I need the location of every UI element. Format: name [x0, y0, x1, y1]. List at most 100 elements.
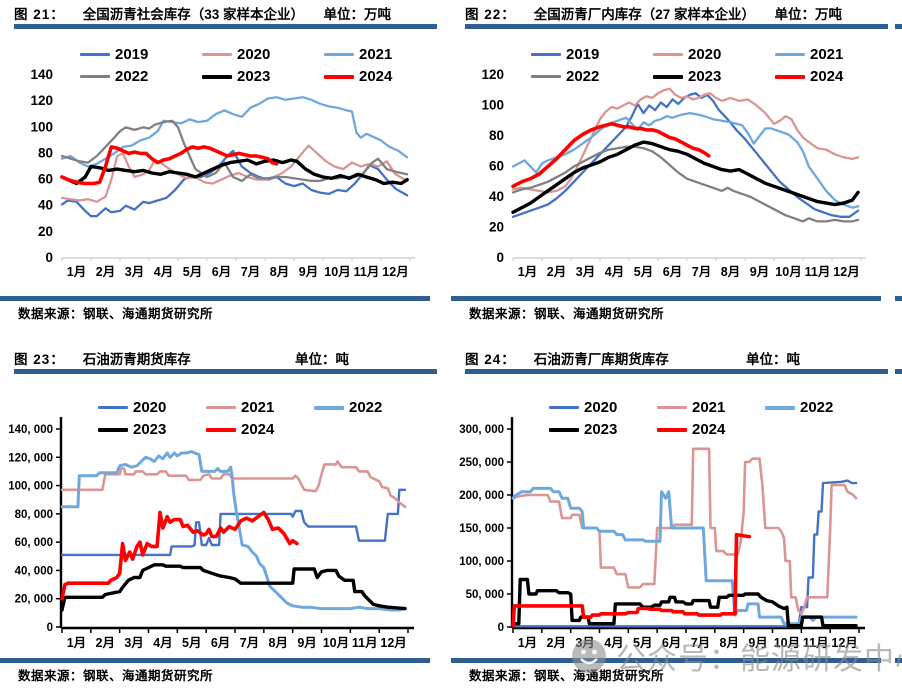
x-tick-label: 1月	[518, 636, 537, 650]
legend-label: 2019	[566, 46, 600, 63]
legend-item-2021: 2021	[657, 397, 765, 418]
unit-label: 单位：万吨	[323, 7, 392, 22]
legend-swatch	[314, 405, 344, 410]
legend-swatch	[324, 53, 354, 56]
x-tick-label: 12月	[380, 636, 406, 650]
y-tick-label: 40	[489, 189, 504, 204]
figure-label: 图 22：	[465, 7, 516, 22]
x-tick-label: 8月	[269, 636, 288, 650]
legend-item-2022: 2022	[765, 397, 873, 418]
unit-label: 单位：万吨	[774, 7, 843, 22]
title-underline-bar	[14, 24, 437, 29]
y-tick-label: 80, 000	[15, 509, 53, 521]
y-tick-label: 60, 000	[15, 537, 53, 549]
legend-swatch	[202, 53, 232, 56]
y-tick-label: 150, 000	[459, 523, 504, 535]
x-tick-label: 2月	[547, 265, 566, 279]
legend-swatch	[657, 427, 687, 432]
x-tick-label: 10月	[774, 636, 800, 650]
x-tick-label: 12月	[833, 265, 859, 279]
legend-swatch	[80, 53, 110, 56]
legend-item-2022: 2022	[314, 397, 422, 418]
series-line-2021	[60, 460, 407, 509]
legend-item-2019: 2019	[531, 44, 653, 65]
series-line-2024	[511, 122, 711, 189]
x-tick-label: 5月	[633, 636, 652, 650]
edge-bar-stub	[895, 24, 902, 29]
legend-swatch	[531, 53, 561, 56]
x-tick-label: 2月	[547, 636, 566, 650]
y-tick-label: 100, 000	[8, 481, 53, 493]
x-tick-label: 4月	[605, 265, 624, 279]
title-underline-bar	[465, 24, 888, 29]
legend-swatch	[98, 406, 128, 409]
legend-item-2020: 2020	[549, 397, 657, 418]
series-line-2020	[511, 87, 860, 194]
legend-swatch	[775, 53, 805, 56]
figure-21-block: 图 21： 全国沥青社会库存（33 家样本企业） 单位：万吨 0 20 40 60 80 1…	[0, 0, 451, 345]
y-tick-label: 20	[489, 220, 504, 235]
y-tick-label: 200, 000	[459, 490, 504, 502]
legend-label: 2023	[133, 421, 167, 438]
x-tick-label: 12月	[382, 265, 408, 279]
figure-label: 图 24：	[465, 352, 516, 367]
legend-label: 2024	[810, 68, 844, 85]
footer-bar	[451, 296, 881, 301]
legend-swatch	[98, 427, 128, 432]
legend-item-2022: 2022	[531, 66, 653, 87]
x-tick-label: 5月	[182, 636, 201, 650]
legend-swatch	[549, 427, 579, 432]
legend-item-2021: 2021	[206, 397, 314, 418]
legend-swatch	[549, 406, 579, 409]
x-tick-label: 5月	[634, 265, 653, 279]
data-source-note: 数据来源：钢联、海通期货研究所	[469, 307, 665, 321]
x-tick-label: 10月	[775, 265, 801, 279]
legend-swatch	[653, 53, 683, 56]
legend-item-2024: 2024	[206, 419, 314, 440]
x-tick-label: 6月	[212, 265, 231, 279]
figure-label: 图 21：	[14, 7, 65, 22]
legend-item-2024: 2024	[657, 419, 765, 440]
x-tick-label: 9月	[750, 265, 769, 279]
series-line-2022	[511, 145, 860, 223]
x-tick-label: 6月	[211, 636, 230, 650]
figure-24-block: 图 24： 石油沥青厂库期货库存 单位：吨 0 50, 000 100, 000 150…	[451, 345, 902, 690]
x-tick-label: 12月	[831, 636, 857, 650]
line-chart-factory-futures-inventory: 0 50, 000 100, 000 150, 000 200, 000 250, 000…	[459, 417, 865, 650]
y-tick-label: 20, 000	[15, 594, 53, 606]
x-tick-label: 10月	[324, 265, 350, 279]
x-tick-label: 6月	[662, 636, 681, 650]
x-tick-label: 1月	[518, 265, 537, 279]
legend-swatch	[653, 74, 683, 79]
legend-swatch	[80, 75, 110, 78]
chart-title: 全国沥青厂内库存（27 家样本企业）	[533, 7, 756, 22]
y-tick-label: 40	[38, 198, 53, 213]
figure-label: 图 23：	[14, 352, 65, 367]
y-tick-label: 80	[489, 128, 504, 143]
legend-label: 2023	[237, 68, 271, 85]
footer-bar	[0, 296, 430, 301]
x-tick-label: 7月	[691, 636, 710, 650]
data-source-note: 数据来源：钢联、海通期货研究所	[18, 669, 214, 683]
legend-label: 2019	[115, 46, 149, 63]
legend-label: 2021	[241, 399, 275, 416]
x-tick-label: 11月	[803, 636, 829, 650]
chart-legend: 2019 2020 2021 2022 2023 2024	[531, 44, 897, 87]
chart-title: 石油沥青期货库存	[82, 352, 191, 367]
legend-item-2020: 2020	[202, 44, 324, 65]
y-tick-label: 50, 000	[466, 589, 504, 601]
y-tick-label: 100, 000	[459, 556, 504, 568]
x-tick-label: 2月	[96, 636, 115, 650]
x-tick-label: 9月	[748, 636, 767, 650]
x-tick-label: 3月	[576, 265, 595, 279]
series-line-2024	[511, 532, 752, 628]
series-line-2023	[511, 140, 860, 215]
legend-item-2024: 2024	[775, 66, 897, 87]
legend-label: 2023	[584, 421, 618, 438]
unit-label: 单位：吨	[295, 352, 349, 367]
chart-title: 全国沥青社会库存（33 家样本企业）	[82, 7, 305, 22]
y-tick-label: 120, 000	[8, 452, 53, 464]
y-tick-label: 100	[30, 119, 53, 134]
legend-label: 2022	[566, 68, 600, 85]
y-tick-label: 40, 000	[15, 565, 53, 577]
